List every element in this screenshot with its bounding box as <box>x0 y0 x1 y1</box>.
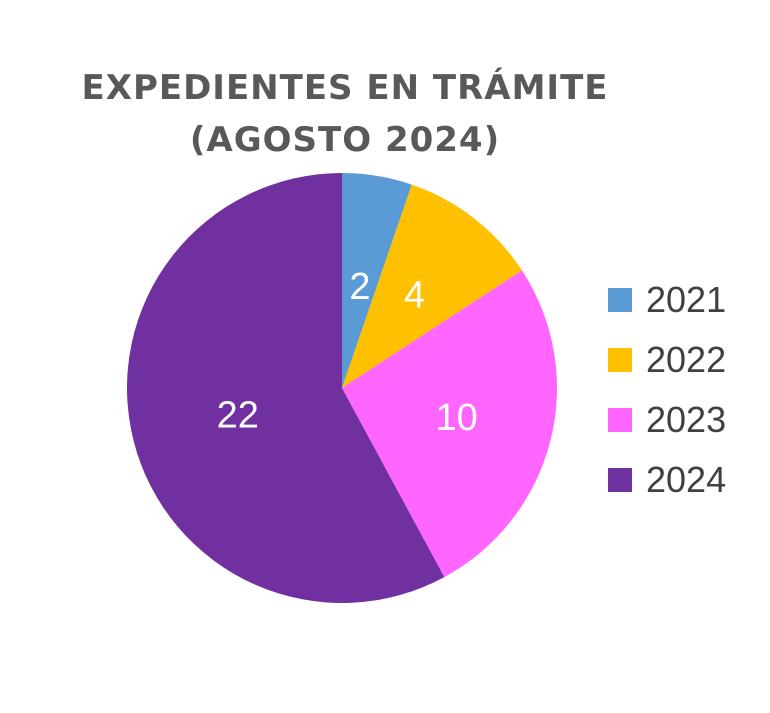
chart-title-line-1: EXPEDIENTES EN TRÁMITE <box>81 68 609 108</box>
pie-slice-2024 <box>126 173 445 603</box>
data-label-2023: 10 <box>435 397 477 439</box>
legend-label-2021: 2021 <box>646 279 727 320</box>
legend-item-2023: 2023 <box>608 390 726 450</box>
pie-slice-2023 <box>342 270 557 578</box>
chart-subtitle: (AGOSTO 2024) <box>189 120 501 160</box>
pie-slice-2021 <box>342 173 412 388</box>
legend-label-2024: 2024 <box>646 459 727 500</box>
legend-swatch-2023 <box>608 408 632 432</box>
legend-item-2024: 2024 <box>608 450 726 510</box>
legend-item-2021: 2021 <box>608 270 726 330</box>
legend-item-2022: 2022 <box>608 330 726 390</box>
legend-swatch-2024 <box>608 468 632 492</box>
data-label-2024: 22 <box>217 394 259 436</box>
legend-label-2022: 2022 <box>646 339 727 380</box>
legend-swatch-2022 <box>608 348 632 372</box>
pie-slice-2022 <box>342 184 522 388</box>
chart-title: EXPEDIENTES EN TRÁMITE (AGOSTO 2024) <box>0 62 690 166</box>
legend-swatch-2021 <box>608 288 632 312</box>
legend-label-2023: 2023 <box>646 399 727 440</box>
data-label-2022: 4 <box>404 275 425 317</box>
data-label-2021: 2 <box>349 266 370 308</box>
chart-legend: 2021 2022 2023 2024 <box>608 270 726 510</box>
